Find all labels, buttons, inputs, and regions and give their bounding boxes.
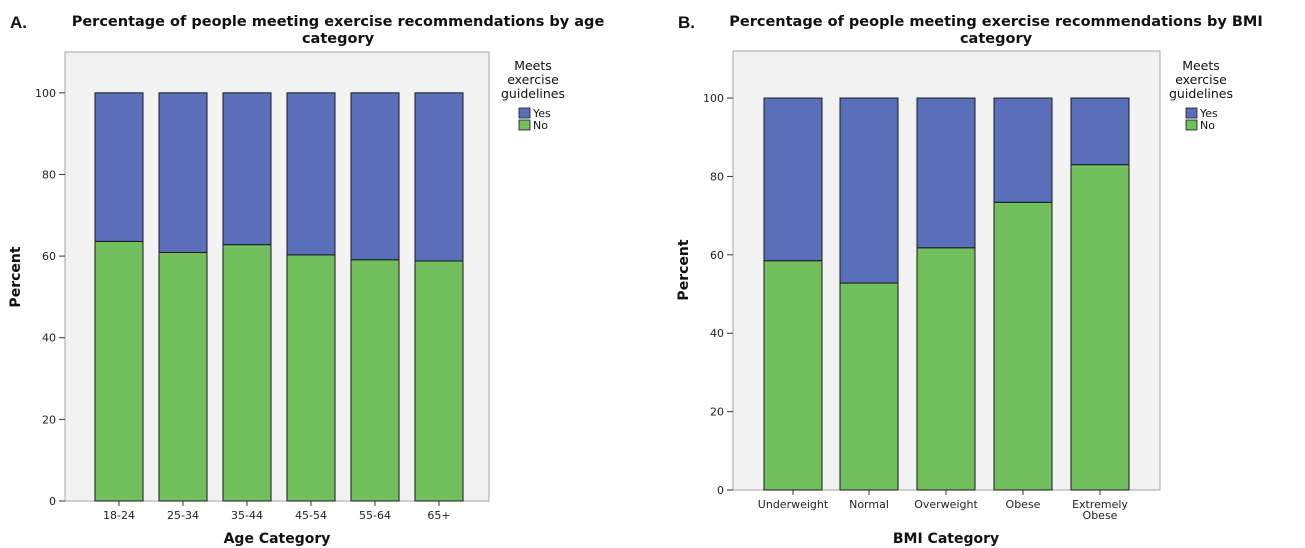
panel-b-x-axis-ticks: Underweight Normal Overweight Obese Extremel… (758, 490, 1128, 522)
panel-a-legend-title-line1: Meets (514, 58, 552, 73)
panel-b-title-line1: Percentage of people meeting exercise re… (729, 14, 1262, 30)
panel-b-x-tick-label-line2: Obese (1083, 509, 1118, 522)
panel-a-bar-yes-5 (414, 92, 464, 262)
panel-b-bar-yes-1 (839, 97, 899, 284)
panel-a-bar-no-5 (414, 260, 464, 502)
panel-b-y-tick-label: 0 (717, 484, 724, 497)
panel-a-bar-yes-1 (158, 92, 208, 253)
panel-a-bar-yes-3 (286, 92, 336, 256)
panel-a-x-tick-label: 25-34 (167, 509, 199, 522)
panel-a-legend-swatch-no (518, 119, 531, 131)
panel-a-y-axis-label: Percent (8, 246, 24, 307)
panel-b-y-tick-label: 40 (710, 327, 724, 340)
panel-a-x-tick-label: 65+ (427, 509, 450, 522)
panel-a-legend-label-yes: Yes (532, 107, 551, 120)
panel-a-x-tick-label: 35-44 (231, 509, 263, 522)
panel-a-x-tick-label: 55-64 (359, 509, 391, 522)
panel-b-bar-no-0 (763, 260, 823, 491)
panel-a-y-tick-label: 20 (42, 413, 56, 426)
panel-a-y-tick-label: 60 (42, 250, 56, 263)
panel-a-age: A. Percentage of people meeting exercise… (8, 13, 604, 547)
panel-b-bar-no-1 (839, 282, 899, 491)
panel-a-y-tick-label: 0 (49, 495, 56, 508)
panel-b-title-line2: category (960, 31, 1033, 47)
panel-a-bar-no-4 (350, 259, 400, 502)
panel-a-x-axis-label: Age Category (224, 531, 331, 547)
panel-b-bar-yes-0 (763, 97, 823, 262)
panel-b-x-axis-label: BMI Category (893, 531, 999, 547)
panel-a-legend: Meets exercise guidelines Yes No (501, 58, 565, 132)
panel-a-legend-title-line2: exercise (507, 72, 559, 87)
panel-b-x-tick-label: Normal (849, 498, 889, 511)
panel-b-bar-yes-2 (916, 97, 976, 249)
panel-a-y-tick-label: 80 (42, 168, 56, 181)
panel-b-legend: Meets exercise guidelines Yes No (1169, 58, 1233, 132)
panel-b-y-tick-label: 20 (710, 406, 724, 419)
panel-b-y-tick-label: 60 (710, 249, 724, 262)
panel-b-bar-no-4 (1070, 164, 1130, 491)
panel-a-y-axis-ticks: 0 20 40 60 80 100 (35, 87, 65, 508)
panel-a-bar-no-0 (94, 240, 144, 502)
panel-a-bar-no-3 (286, 254, 336, 502)
panel-b-legend-label-yes: Yes (1199, 107, 1218, 120)
panel-b-y-axis-ticks: 0 20 40 60 80 100 (703, 92, 733, 497)
panel-b-legend-swatch-no (1185, 119, 1198, 131)
panel-a-x-axis-ticks: 18-24 25-34 35-44 45-54 55-64 65+ (103, 501, 451, 522)
panel-b-x-tick-label: Overweight (914, 498, 978, 511)
panel-a-bars (94, 92, 464, 502)
panel-b-legend-title-line1: Meets (1182, 58, 1220, 73)
panel-b-y-tick-label: 100 (703, 92, 724, 105)
panel-b-y-axis-label: Percent (676, 239, 692, 300)
panel-a-title-line1: Percentage of people meeting exercise re… (72, 14, 605, 30)
panel-b-legend-title-line2: exercise (1175, 72, 1227, 87)
panel-a-legend-swatch-yes (518, 107, 531, 119)
panel-b-bmi: B. Percentage of people meeting exercise… (676, 13, 1263, 547)
panel-b-label: B. (678, 13, 695, 32)
panel-a-legend-label-no: No (533, 119, 548, 132)
panel-b-x-tick-label: Obese (1006, 498, 1041, 511)
panel-b-bar-yes-3 (993, 97, 1053, 203)
panel-a-bar-no-1 (158, 251, 208, 502)
panel-a-bar-yes-0 (94, 92, 144, 242)
panel-a-title-line2: category (302, 31, 375, 47)
panel-a-x-tick-label: 45-54 (295, 509, 327, 522)
panel-b-bar-no-3 (993, 201, 1053, 491)
panel-a-bar-yes-2 (222, 92, 272, 246)
panel-b-legend-title-line3: guidelines (1169, 86, 1233, 101)
panel-b-legend-swatch-yes (1185, 107, 1198, 119)
panel-a-x-tick-label: 18-24 (103, 509, 135, 522)
panel-a-bar-yes-4 (350, 92, 400, 261)
panel-b-x-tick-label: Extremely (1072, 498, 1128, 511)
panel-a-y-tick-label: 100 (35, 87, 56, 100)
panel-b-bars (763, 97, 1130, 491)
panel-b-legend-label-no: No (1200, 119, 1215, 132)
panel-a-bar-no-2 (222, 244, 272, 502)
panel-b-bar-no-2 (916, 247, 976, 491)
panel-b-x-tick-label: Underweight (758, 498, 829, 511)
panel-a-label: A. (10, 13, 27, 32)
panel-b-bar-yes-4 (1070, 97, 1130, 166)
panel-a-legend-title-line3: guidelines (501, 86, 565, 101)
panel-a-y-tick-label: 40 (42, 332, 56, 345)
panel-b-y-tick-label: 80 (710, 170, 724, 183)
